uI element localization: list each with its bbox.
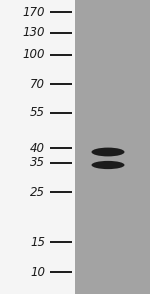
- Text: 25: 25: [30, 186, 45, 198]
- Text: 10: 10: [30, 265, 45, 278]
- Ellipse shape: [92, 161, 124, 169]
- Text: 170: 170: [22, 6, 45, 19]
- Bar: [75, 0, 150, 294]
- Text: 35: 35: [30, 156, 45, 170]
- Text: 100: 100: [22, 49, 45, 61]
- Ellipse shape: [92, 148, 124, 156]
- Text: 70: 70: [30, 78, 45, 91]
- Text: 15: 15: [30, 235, 45, 248]
- Bar: [0, 0, 75, 294]
- Text: 130: 130: [22, 26, 45, 39]
- Text: 55: 55: [30, 106, 45, 119]
- Text: 40: 40: [30, 141, 45, 155]
